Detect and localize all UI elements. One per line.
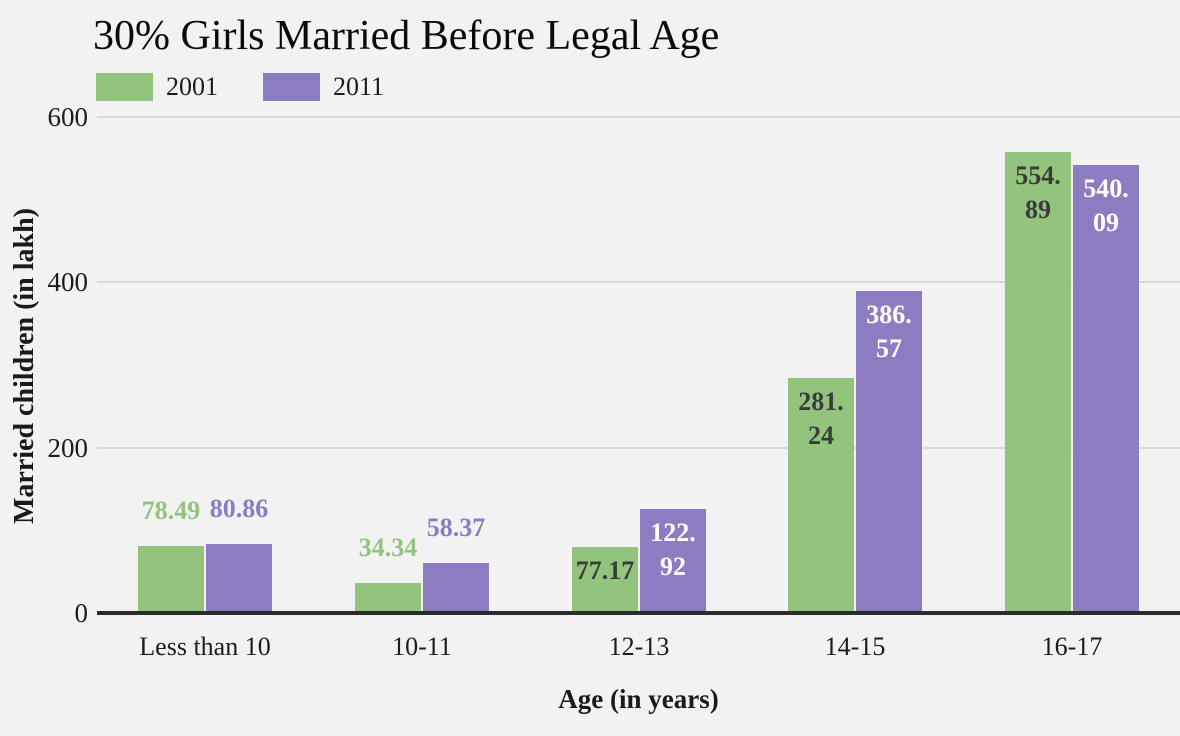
legend-swatch-2001: [96, 73, 153, 101]
gridline-600: [97, 116, 1180, 118]
bar-value-label: 540. 09: [1083, 174, 1129, 237]
y-tick-label: 0: [74, 598, 89, 628]
bar-2001-2: [572, 547, 638, 611]
bar-value-label: 281. 24: [798, 387, 844, 450]
chart-title: 30% Girls Married Before Legal Age: [93, 13, 720, 59]
y-tick-label: 400: [47, 267, 89, 297]
legend-swatch-2011: [263, 73, 320, 101]
bar-2001-0: [138, 546, 204, 611]
x-tick-label: 10-11: [392, 632, 452, 661]
x-tick-label: 14-15: [824, 632, 886, 661]
bar-2011-2: [640, 509, 706, 611]
bar-2011-3: [856, 291, 922, 611]
bar-value-label: 554. 89: [1015, 161, 1061, 224]
legend: 2001 2011: [96, 73, 384, 101]
y-tick-label: 600: [47, 102, 89, 132]
bar-value-label: 34.34: [358, 533, 418, 562]
bar-value-label: 122. 92: [650, 518, 696, 581]
x-axis-title: Age (in years): [558, 684, 719, 714]
bar-value-label: 386. 57: [866, 300, 912, 363]
legend-label: 2001: [166, 72, 218, 101]
bar-2001-4: [1005, 152, 1071, 611]
legend-item-2001: 2001: [96, 73, 218, 101]
bar-2011-1: [423, 563, 489, 611]
x-axis-line: [97, 611, 1180, 615]
bar-2011-4: [1073, 165, 1139, 611]
bar-value-label: 58.37: [426, 513, 486, 542]
bar-2001-3: [788, 378, 854, 611]
bar-value-label: 78.49: [141, 496, 201, 525]
bar-2001-1: [355, 583, 421, 611]
y-tick-label: 200: [47, 433, 89, 463]
bar-value-label: 80.86: [209, 494, 269, 523]
bar-value-label: 77.17: [575, 556, 635, 585]
x-tick-label: Less than 10: [139, 632, 271, 661]
gridline-200: [97, 447, 1180, 449]
x-tick-label: 16-17: [1041, 632, 1103, 661]
legend-label: 2011: [333, 72, 385, 101]
legend-item-2011: 2011: [263, 73, 384, 101]
gridline-400: [97, 281, 1180, 283]
bar-2011-0: [206, 544, 272, 611]
x-tick-label: 12-13: [608, 632, 670, 661]
